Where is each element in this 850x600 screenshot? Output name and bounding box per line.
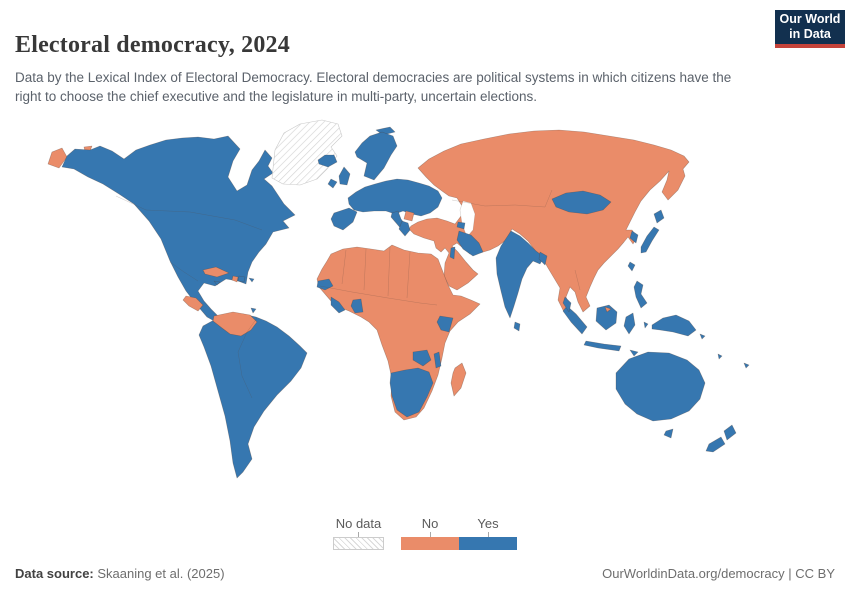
country-trinidad-and-tobago[interactable] [250,307,257,314]
country-spain[interactable] [330,207,358,231]
country-liberia[interactable] [330,296,346,314]
country-indonesia[interactable] [562,305,588,335]
legend-no-data[interactable]: No data [333,516,384,550]
country-south-africa[interactable] [389,367,434,418]
owid-url-license[interactable]: OurWorldinData.org/democracy | CC BY [602,566,835,581]
data-source-value: Skaaning et al. (2025) [93,566,225,581]
country-canada[interactable] [61,135,296,323]
legend-no[interactable]: No [401,516,459,550]
country-bangladesh[interactable] [538,251,548,266]
country-israel[interactable] [449,246,456,260]
country-sri-lanka[interactable] [513,321,521,332]
country-russia[interactable] [408,129,690,313]
country-border-line [406,251,411,299]
legend-tick [358,532,359,537]
country-iceland[interactable] [317,154,338,168]
country-vanuatu[interactable] [717,353,723,360]
country-greenland[interactable] [271,119,343,186]
country-puerto-rico[interactable] [248,277,255,283]
country-indonesia[interactable] [583,340,622,352]
country-zambia[interactable] [412,349,432,367]
country-france[interactable] [347,178,443,217]
legend-no-label: No [421,516,439,531]
country-border-line [544,189,553,208]
country-nicaragua[interactable] [182,295,204,312]
country-indonesia[interactable] [643,321,649,329]
country-norway[interactable] [354,131,398,181]
chart-subtitle: Data by the Lexical Index of Electoral D… [15,69,732,105]
legend-bar: No Yes [401,516,517,550]
owid-logo[interactable]: Our World in Data [775,10,845,48]
logo-line1: Our World [779,12,841,26]
data-source: Data source: Skaaning et al. (2025) [15,566,225,581]
country-australia[interactable] [663,428,674,439]
legend-swatch-no[interactable] [401,537,459,550]
country-armenia[interactable] [456,221,466,230]
country-japan[interactable] [653,209,665,224]
country-papua-new-guinea[interactable] [651,314,697,337]
country-new-zealand[interactable] [723,424,737,441]
country-south-korea[interactable] [629,230,639,244]
country-haiti[interactable] [231,275,239,283]
country-border-line [115,195,263,231]
page-title: Electoral democracy, 2024 [15,32,290,59]
country-malawi[interactable] [433,351,442,369]
country-kenya[interactable] [436,315,454,333]
country-brazil[interactable] [198,313,308,479]
country-malaysia[interactable] [562,296,572,313]
legend-swatch-yes[interactable] [459,537,517,550]
country-senegal[interactable] [316,278,334,291]
country-dominican-republic[interactable] [237,275,246,283]
country-serbia[interactable] [403,210,415,222]
country-australia[interactable] [615,351,706,422]
country-timor-leste[interactable] [629,349,639,357]
country-taiwan[interactable] [627,261,636,272]
country-russia[interactable] [47,147,68,169]
country-border-line [237,317,258,399]
country-fiji[interactable] [743,362,750,369]
country-border-line [387,246,391,297]
country-united-kingdom[interactable] [338,166,351,186]
data-source-label: Data source: [15,566,94,581]
country-indonesia[interactable] [623,312,636,335]
country-jamaica[interactable] [213,280,221,286]
country-japan[interactable] [640,226,660,254]
legend-yes-label: Yes [477,516,499,531]
country-india[interactable] [495,230,545,319]
country-brunei[interactable] [604,306,612,313]
legend-tick [487,532,489,537]
legend-no-data-label: No data [335,516,382,531]
country-new-zealand[interactable] [705,436,726,453]
country-madagascar[interactable] [450,362,467,397]
map-container [0,115,850,515]
country-solomon-islands[interactable] [699,333,706,340]
legend-yes[interactable]: Yes [459,516,517,550]
country-ireland[interactable] [327,178,338,189]
country-mongolia[interactable] [551,190,612,215]
country-cuba[interactable] [202,266,230,278]
country-philippines[interactable] [633,280,648,309]
country-border-line [341,249,347,285]
country-border-line [574,269,581,291]
legend-swatch-no-data[interactable] [333,537,384,550]
country-border-line [319,285,438,306]
chart-footer: Data source: Skaaning et al. (2025) OurW… [15,566,835,581]
country-border-line [451,199,546,208]
country-greece[interactable] [398,220,411,237]
country-venezuela[interactable] [212,311,258,337]
logo-line2: in Data [789,27,831,41]
map-legend: No data No Yes [333,516,517,550]
country-border-line [169,261,199,282]
world-map [47,119,750,479]
country-border-line [363,248,367,291]
country-ghana[interactable] [350,298,364,314]
legend-tick [429,532,431,537]
country-iraq[interactable] [456,230,484,257]
country-malaysia[interactable] [595,304,618,331]
